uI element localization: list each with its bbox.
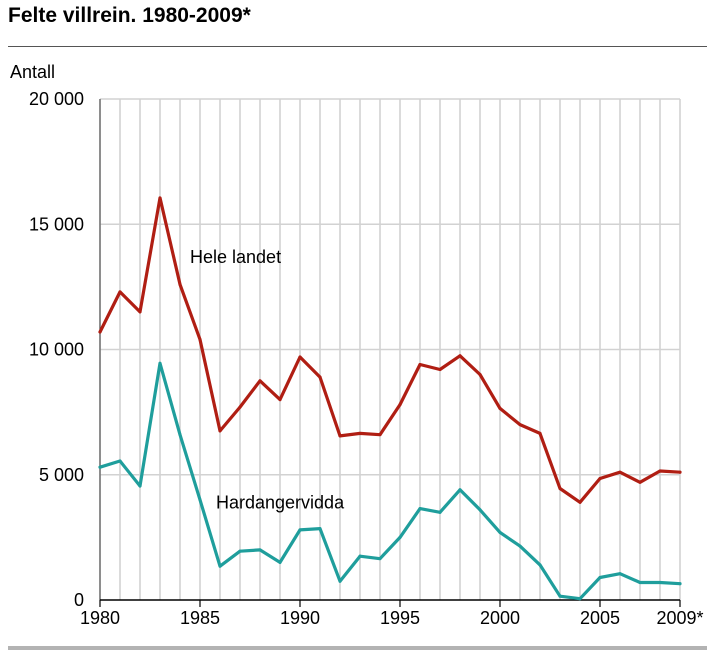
data-point	[278, 398, 282, 402]
data-point	[598, 575, 602, 579]
data-point	[118, 290, 122, 294]
data-point	[338, 434, 342, 438]
data-point	[418, 363, 422, 367]
data-point	[638, 480, 642, 484]
series-labels: Hele landet Hardangervidda	[190, 247, 345, 512]
grid-lines	[99, 98, 681, 600]
data-point	[158, 361, 162, 365]
y-tick-label: 15 000	[29, 214, 84, 234]
chart-title: Felte villrein. 1980-2009*	[8, 4, 251, 27]
data-point	[658, 469, 662, 473]
x-tick-label: 1995	[380, 608, 420, 628]
data-point	[678, 582, 682, 586]
y-tick-label: 10 000	[29, 340, 84, 360]
data-point	[218, 564, 222, 568]
data-point	[598, 477, 602, 481]
data-point	[518, 544, 522, 548]
series-label: Hele landet	[190, 247, 281, 267]
data-point	[218, 429, 222, 433]
data-point	[338, 579, 342, 583]
series-lines	[98, 196, 682, 601]
y-tick-label: 0	[74, 590, 84, 610]
data-point	[418, 507, 422, 511]
data-point	[678, 470, 682, 474]
data-point	[178, 433, 182, 437]
data-point	[618, 470, 622, 474]
axes	[99, 99, 681, 607]
data-point	[318, 527, 322, 531]
data-point	[458, 488, 462, 492]
data-point	[198, 337, 202, 341]
data-point	[238, 405, 242, 409]
data-point	[558, 594, 562, 598]
data-point	[638, 580, 642, 584]
data-point	[98, 330, 102, 334]
y-axis-label: Antall	[10, 62, 56, 82]
data-point	[118, 459, 122, 463]
data-point	[398, 403, 402, 407]
data-point	[198, 498, 202, 502]
data-point	[378, 433, 382, 437]
data-point	[178, 282, 182, 286]
x-tick-label: 1985	[180, 608, 220, 628]
data-point	[538, 563, 542, 567]
x-tick-label: 2000	[480, 608, 520, 628]
title-divider	[8, 46, 707, 47]
data-point	[98, 465, 102, 469]
data-point	[138, 484, 142, 488]
data-point	[478, 373, 482, 377]
data-point	[558, 487, 562, 491]
series-line-hardangervidda	[98, 361, 682, 601]
x-tick-label: 1990	[280, 608, 320, 628]
data-point	[278, 560, 282, 564]
data-point	[518, 423, 522, 427]
x-tick-label: 1980	[80, 608, 120, 628]
data-point	[478, 508, 482, 512]
x-tick-label: 2009*	[656, 608, 703, 628]
data-point	[378, 557, 382, 561]
y-tick-label: 20 000	[29, 89, 84, 109]
data-point	[538, 431, 542, 435]
x-tick-label: 2005	[580, 608, 620, 628]
data-point	[258, 379, 262, 383]
data-point	[438, 510, 442, 514]
data-point	[398, 535, 402, 539]
data-point	[158, 196, 162, 200]
data-point	[458, 354, 462, 358]
data-point	[358, 554, 362, 558]
data-point	[298, 355, 302, 359]
series-label: Hardangervidda	[216, 493, 345, 513]
data-point	[438, 368, 442, 372]
data-point	[498, 406, 502, 410]
data-point	[258, 548, 262, 552]
bottom-divider	[8, 646, 707, 650]
series-line-hele-landet	[98, 196, 682, 504]
data-point	[298, 528, 302, 532]
data-point	[618, 572, 622, 576]
data-point	[358, 431, 362, 435]
data-point	[578, 500, 582, 504]
data-point	[578, 597, 582, 601]
data-point	[658, 580, 662, 584]
tick-labels: 1980 1985 1990 1995 2000 2005 2009* 0 5 000 10 00…	[29, 89, 704, 628]
data-point	[138, 310, 142, 314]
data-point	[318, 375, 322, 379]
data-point	[238, 549, 242, 553]
data-point	[498, 530, 502, 534]
y-tick-label: 5 000	[39, 465, 84, 485]
